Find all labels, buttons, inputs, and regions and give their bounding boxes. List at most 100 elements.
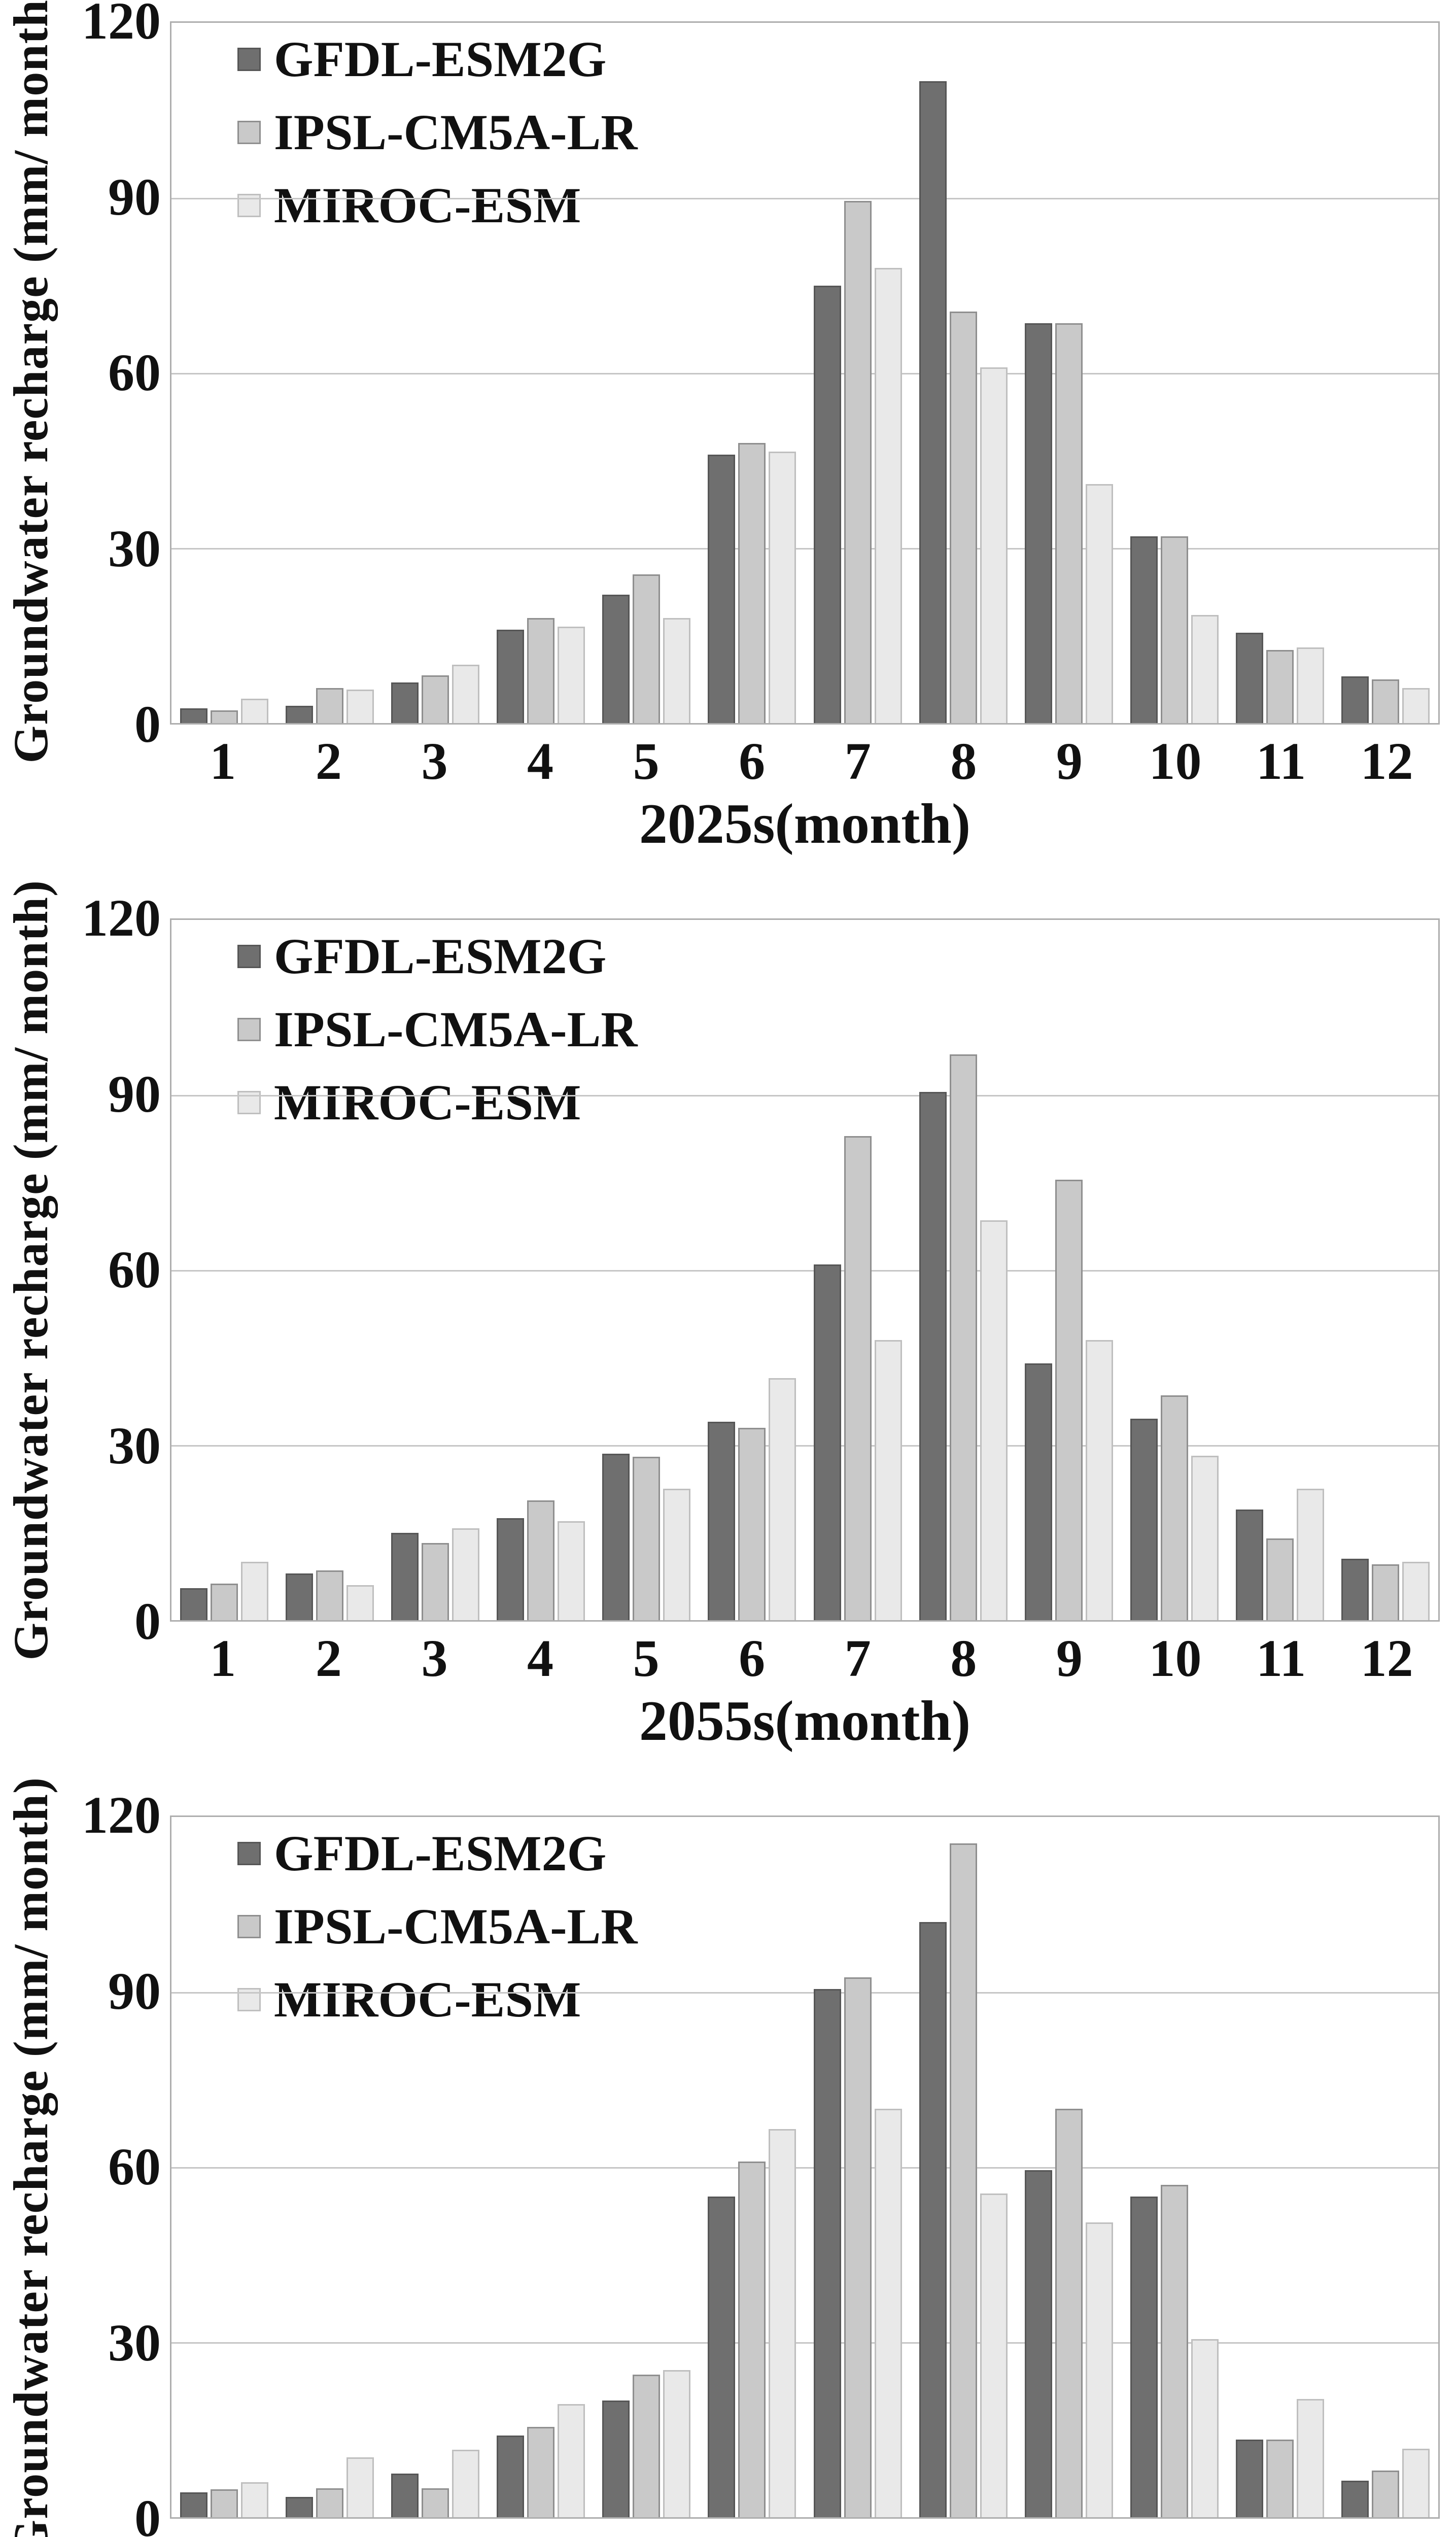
bar-group-month-6 (699, 920, 805, 1620)
bar-miroc-esm-month-3 (452, 1528, 480, 1620)
x-tick-label: 6 (739, 1629, 766, 1688)
x-tick-label: 12 (1360, 1629, 1413, 1688)
bar-gfdl-esm2g-month-9 (1024, 1363, 1052, 1620)
legend-item-miroc-esm: MIROC-ESM (237, 1077, 638, 1128)
bar-ipsl-cm5a-lr-month-3 (422, 2488, 449, 2517)
bar-ipsl-cm5a-lr-month-5 (633, 1457, 661, 1620)
bar-miroc-esm-month-2 (346, 1585, 374, 1620)
bar-gfdl-esm2g-month-6 (708, 1422, 736, 1620)
plot-row: Groundwater recharge (mm/ month) 0 30 60 90… (0, 0, 1456, 763)
plot-area: GFDL-ESM2G IPSL-CM5A-LR MIROC-ESM (170, 1815, 1440, 2519)
bar-miroc-esm-month-5 (663, 618, 691, 723)
x-tick-label: 4 (527, 732, 554, 791)
bar-groups (171, 1817, 1438, 2517)
plot-row: Groundwater recharge (mm/ month) 0 30 60 90… (0, 880, 1456, 1660)
legend-swatch-icon (237, 1842, 261, 1866)
bar-gfdl-esm2g-month-7 (813, 1264, 841, 1620)
bar-miroc-esm-month-12 (1402, 688, 1430, 723)
legend-item-gfdl-esm2g: GFDL-ESM2G (237, 931, 638, 982)
y-axis-title: Groundwater recharge (mm/ month) (3, 0, 58, 764)
bar-miroc-esm-month-9 (1085, 2222, 1113, 2517)
bar-group-month-1 (171, 23, 277, 723)
bar-gfdl-esm2g-month-8 (919, 1922, 947, 2517)
bar-gfdl-esm2g-month-2 (286, 2496, 314, 2517)
x-tick-label: 3 (421, 1629, 448, 1688)
x-tick-label: 10 (1149, 1629, 1202, 1688)
bar-ipsl-cm5a-lr-month-2 (316, 1570, 344, 1620)
bar-gfdl-esm2g-month-12 (1341, 2480, 1369, 2517)
bar-miroc-esm-month-11 (1296, 647, 1324, 723)
bar-miroc-esm-month-9 (1085, 484, 1113, 723)
x-tick-label: 11 (1256, 1629, 1306, 1688)
bar-miroc-esm-month-3 (452, 2449, 480, 2517)
x-tick-label: 3 (382, 2522, 488, 2537)
x-tick-label: 9 (1056, 732, 1083, 791)
bar-ipsl-cm5a-lr-month-7 (844, 1977, 872, 2517)
x-tick-label: 8 (950, 1629, 977, 1688)
x-tick-label: 1 (170, 2522, 276, 2537)
bar-group-month-6 (699, 1817, 805, 2517)
bar-ipsl-cm5a-lr-month-6 (738, 443, 766, 723)
bar-gfdl-esm2g-month-7 (813, 1989, 841, 2517)
bar-group-month-10 (1122, 23, 1227, 723)
bar-group-month-10 (1122, 1817, 1227, 2517)
legend-label: GFDL-ESM2G (273, 928, 607, 985)
gridline (171, 2342, 1438, 2344)
bar-ipsl-cm5a-lr-month-7 (844, 200, 872, 723)
bar-group-month-6 (699, 23, 805, 723)
x-tick-label: 12 (1360, 732, 1413, 791)
x-tick-label: 1 (210, 1629, 236, 1688)
bar-miroc-esm-month-6 (769, 1378, 796, 1620)
bar-gfdl-esm2g-month-6 (708, 2196, 736, 2517)
y-tick-label: 60 (108, 1241, 161, 1299)
bar-groups (171, 920, 1438, 1620)
plot-row: Groundwater recharge (mm/ month) 0 30 60 90… (0, 1777, 1456, 2537)
bar-miroc-esm-month-12 (1402, 1562, 1430, 1620)
bar-group-month-4 (488, 920, 594, 1620)
bar-miroc-esm-month-6 (769, 452, 796, 723)
bar-group-month-5 (594, 920, 699, 1620)
legend: GFDL-ESM2G IPSL-CM5A-LR MIROC-ESM (237, 34, 638, 231)
bar-group-month-1 (171, 1817, 277, 2517)
bar-miroc-esm-month-1 (241, 1562, 269, 1620)
x-axis-title: 2025s(month) (639, 793, 971, 855)
chart-2085s: Groundwater recharge (mm/ month) 0 30 60 90… (0, 1777, 1456, 2537)
bar-miroc-esm-month-2 (346, 2457, 374, 2517)
legend-swatch-icon (237, 945, 261, 969)
bar-group-month-7 (805, 23, 910, 723)
bar-gfdl-esm2g-month-11 (1235, 2440, 1263, 2517)
bar-miroc-esm-month-3 (452, 665, 480, 723)
legend-swatch-icon (237, 48, 261, 72)
legend-swatch-icon (237, 194, 261, 218)
bar-group-month-4 (488, 23, 594, 723)
bar-ipsl-cm5a-lr-month-6 (738, 2161, 766, 2517)
x-tick-label: 6 (699, 2522, 805, 2537)
bar-ipsl-cm5a-lr-month-7 (844, 1136, 872, 1620)
bar-ipsl-cm5a-lr-month-4 (527, 2426, 555, 2517)
bar-miroc-esm-month-5 (663, 1489, 691, 1620)
legend-swatch-icon (237, 1091, 261, 1115)
x-axis-title: 2055s(month) (639, 1690, 971, 1753)
bar-miroc-esm-month-8 (980, 2193, 1008, 2517)
legend-item-ipsl-cm5a-lr: IPSL-CM5A-LR (237, 107, 638, 158)
bar-ipsl-cm5a-lr-month-11 (1266, 2440, 1294, 2517)
bar-ipsl-cm5a-lr-month-3 (422, 675, 449, 723)
y-axis-title-column: Groundwater recharge (mm/ month) (0, 880, 61, 1660)
x-tick-label: 3 (421, 732, 448, 791)
bar-ipsl-cm5a-lr-month-4 (527, 618, 555, 723)
x-tick-label: 9 (1056, 1629, 1083, 1688)
bar-miroc-esm-month-11 (1296, 2398, 1324, 2517)
bar-gfdl-esm2g-month-11 (1235, 1509, 1263, 1620)
bar-miroc-esm-month-8 (980, 1220, 1008, 1620)
chart-2025s: Groundwater recharge (mm/ month) 0 30 60 90… (0, 0, 1456, 897)
legend-item-gfdl-esm2g: GFDL-ESM2G (237, 34, 638, 85)
bar-ipsl-cm5a-lr-month-11 (1266, 1538, 1294, 1620)
bar-group-month-12 (1333, 1817, 1438, 2517)
y-tick-label: 120 (82, 0, 161, 50)
bar-miroc-esm-month-11 (1296, 1489, 1324, 1620)
bar-ipsl-cm5a-lr-month-9 (1055, 323, 1083, 723)
bar-groups (171, 23, 1438, 723)
x-tick-label: 11 (1256, 732, 1306, 791)
